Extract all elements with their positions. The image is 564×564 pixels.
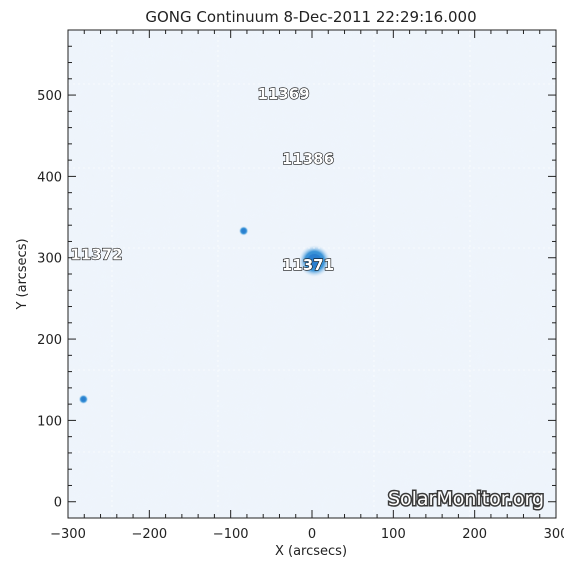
- x-tick-label: 100: [381, 527, 406, 542]
- sunspot-small-a: [241, 228, 246, 233]
- y-tick-label: 300: [37, 252, 62, 267]
- x-tick-label: 200: [462, 527, 487, 542]
- x-tick-label: −100: [213, 527, 249, 542]
- y-tick-label: 500: [37, 89, 62, 104]
- y-tick-label: 200: [37, 333, 62, 348]
- x-axis-label: X (arcsecs): [275, 544, 347, 559]
- x-axis-ticks: −300 −200 −100 0 100 200 300: [50, 30, 564, 542]
- sunspot-11371: [307, 253, 322, 268]
- region-label: 11372: [70, 245, 122, 263]
- region-label: 11386: [282, 150, 334, 168]
- region-labels: 11369 11386 11372 11371: [70, 85, 335, 275]
- figure-title: GONG Continuum 8-Dec-2011 22:29:16.000: [145, 8, 476, 26]
- x-tick-label: −300: [50, 527, 86, 542]
- y-axis-ticks: 0 100 200 300 400 500: [37, 29, 556, 519]
- x-tick-label: −200: [131, 527, 167, 542]
- y-tick-label: 400: [37, 170, 62, 185]
- solar-image: [68, 30, 556, 518]
- y-tick-label: 100: [37, 414, 62, 429]
- y-axis-label: Y (arcsecs): [15, 238, 30, 310]
- watermark-logo: SolarMonitor.org: [388, 488, 544, 510]
- y-tick-label: 0: [54, 496, 62, 511]
- region-label: 11369: [257, 85, 309, 103]
- x-tick-label: 0: [308, 527, 316, 542]
- sunspot-layer: [78, 226, 331, 405]
- region-label: 11371: [282, 256, 334, 274]
- x-tick-label: 300: [544, 527, 564, 542]
- sunspot-small-b: [81, 397, 86, 402]
- grid-lines: [68, 30, 556, 518]
